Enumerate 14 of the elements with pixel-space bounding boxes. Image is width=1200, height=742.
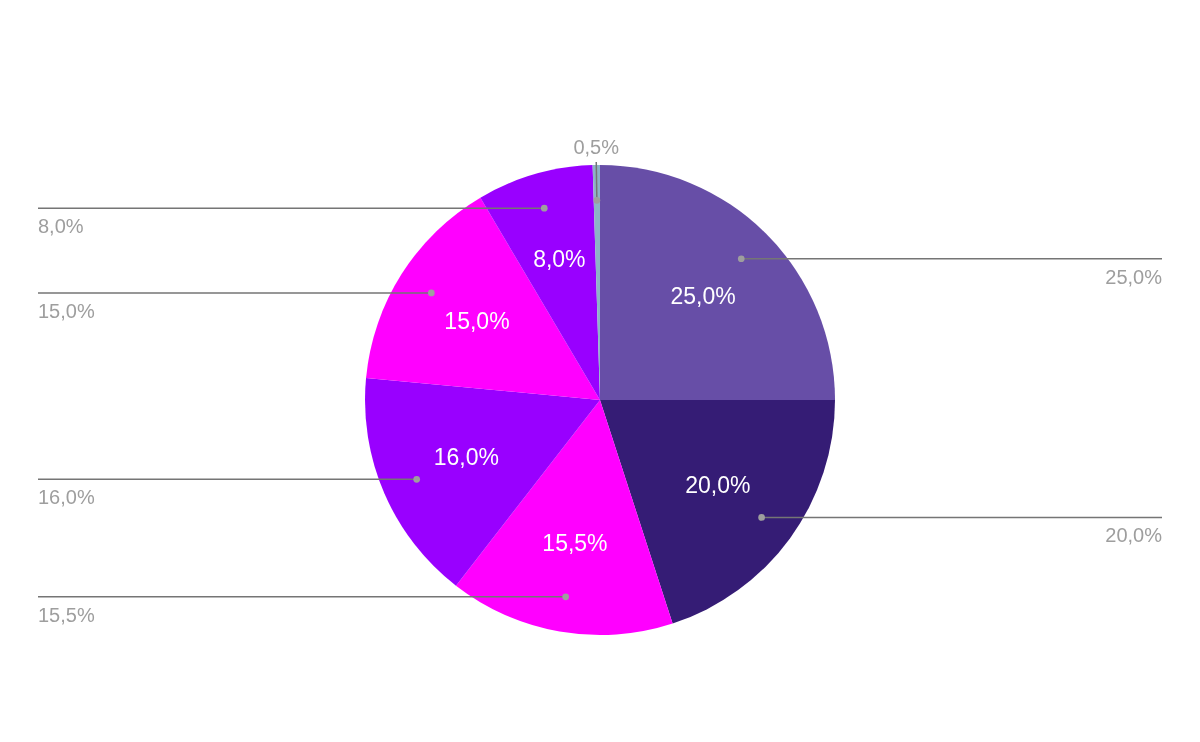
data-label: 0,5% bbox=[573, 136, 620, 159]
text: 15,5% bbox=[38, 603, 95, 626]
data-label: 16,0% bbox=[433, 443, 499, 470]
data-label: 8,0% bbox=[533, 246, 586, 273]
text: 25,0% bbox=[1105, 265, 1162, 288]
text: 16,0% bbox=[38, 486, 95, 509]
data-label: 25,0% bbox=[670, 282, 736, 309]
text: 15,0% bbox=[38, 299, 95, 322]
data-label: 15,5% bbox=[542, 529, 608, 556]
text: 20,0% bbox=[1105, 524, 1162, 547]
text: 8,0% bbox=[38, 215, 84, 238]
data-label: 15,0% bbox=[444, 307, 510, 334]
pie-slice bbox=[600, 165, 835, 400]
data-label: 20,0% bbox=[685, 471, 751, 498]
